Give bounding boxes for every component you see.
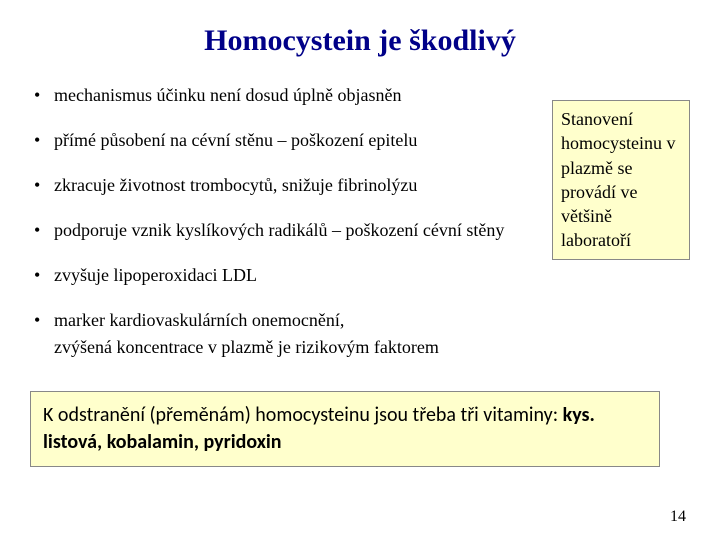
list-item: • podporuje vznik kyslíkových radikálů –… — [30, 217, 542, 244]
list-item: • marker kardiovaskulárních onemocnění, … — [30, 307, 542, 361]
bullet-line2: zvýšená koncentrace v plazmě je rizikový… — [54, 337, 439, 357]
bullet-text: mechanismus účinku není dosud úplně obja… — [54, 82, 542, 109]
list-item: • mechanismus účinku není dosud úplně ob… — [30, 82, 542, 109]
bullet-dot: • — [30, 127, 54, 154]
bullet-line1: marker kardiovaskulárních onemocnění, — [54, 310, 344, 330]
summary-prefix: K odstranění (přeměnám) homocysteinu jso… — [43, 403, 563, 427]
content-row: • mechanismus účinku není dosud úplně ob… — [30, 82, 690, 379]
page-number: 14 — [670, 508, 686, 526]
bullet-dot: • — [30, 262, 54, 289]
bullet-text: přímé působení na cévní stěnu – poškozen… — [54, 127, 542, 154]
list-item: • zkracuje životnost trombocytů, snižuje… — [30, 172, 542, 199]
list-item: • zvyšuje lipoperoxidaci LDL — [30, 262, 542, 289]
bullet-dot: • — [30, 172, 54, 199]
bullet-list: • mechanismus účinku není dosud úplně ob… — [30, 82, 552, 379]
summary-box: K odstranění (přeměnám) homocysteinu jso… — [30, 391, 660, 467]
page-title: Homocystein je škodlivý — [30, 24, 690, 58]
bullet-dot: • — [30, 217, 54, 244]
bullet-text: marker kardiovaskulárních onemocnění, zv… — [54, 307, 542, 361]
bullet-dot: • — [30, 307, 54, 361]
bullet-dot: • — [30, 82, 54, 109]
bullet-text: zkracuje životnost trombocytů, snižuje f… — [54, 172, 542, 199]
list-item: • přímé působení na cévní stěnu – poškoz… — [30, 127, 542, 154]
side-note-box: Stanovení homocysteinu v plazmě se prová… — [552, 100, 690, 260]
bullet-text: zvyšuje lipoperoxidaci LDL — [54, 262, 542, 289]
bullet-text: podporuje vznik kyslíkových radikálů – p… — [54, 217, 542, 244]
